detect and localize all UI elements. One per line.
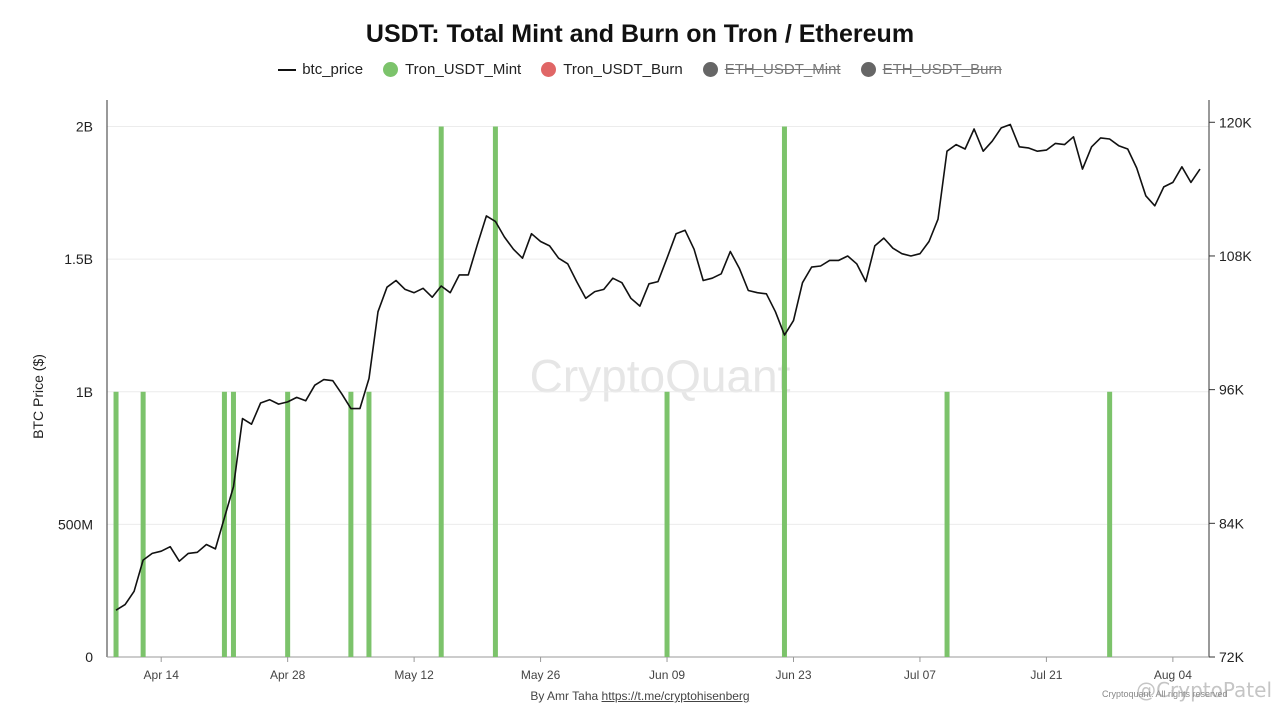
x-tick-label: Jun 09 bbox=[649, 668, 685, 682]
legend-item-btc-price[interactable]: btc_price bbox=[278, 61, 363, 78]
legend-label: ETH_USDT_Burn bbox=[882, 61, 1002, 78]
left-tick-label: 1.5B bbox=[64, 251, 93, 267]
right-tick-label: 120K bbox=[1219, 114, 1252, 130]
x-tick-label: May 12 bbox=[394, 668, 434, 682]
right-tick-label: 72K bbox=[1219, 649, 1245, 665]
right-tick-label: 96K bbox=[1219, 382, 1245, 398]
cryptoquant-watermark: CryptoQuant bbox=[530, 350, 791, 402]
mint-bar bbox=[492, 126, 498, 658]
legend-item-tron-burn[interactable]: Tron_USDT_Burn bbox=[541, 61, 683, 78]
left-tick-label: 0 bbox=[85, 649, 93, 665]
mint-bar bbox=[221, 391, 227, 657]
mint-bar bbox=[944, 391, 950, 657]
legend-item-eth-burn[interactable]: ETH_USDT_Burn bbox=[860, 61, 1002, 78]
mint-bar bbox=[438, 126, 444, 658]
credit-link[interactable]: https://t.me/cryptohisenberg bbox=[601, 689, 750, 703]
x-tick-label: Jun 23 bbox=[775, 668, 811, 682]
left-tick-label: 1B bbox=[76, 384, 93, 400]
legend-label: ETH_USDT_Mint bbox=[724, 61, 841, 78]
legend-dot-icon bbox=[860, 62, 876, 77]
mint-bar bbox=[140, 391, 146, 657]
left-tick-label: 500M bbox=[58, 516, 93, 532]
mint-bar bbox=[285, 391, 291, 657]
left-tick-label: 2B bbox=[76, 119, 93, 135]
legend-label: Tron_USDT_Mint bbox=[405, 61, 522, 78]
legend-line-icon bbox=[278, 68, 297, 71]
y-axis-label: BTC Price ($) bbox=[30, 354, 46, 439]
x-tick-label: Apr 28 bbox=[270, 668, 306, 682]
chart-legend: btc_price Tron_USDT_Mint Tron_USDT_Burn … bbox=[0, 61, 1280, 78]
legend-item-eth-mint[interactable]: ETH_USDT_Mint bbox=[702, 61, 841, 78]
mint-bar bbox=[1107, 391, 1113, 657]
credit-line: By Amr Taha https://t.me/cryptohisenberg bbox=[0, 689, 1280, 703]
legend-dot-icon bbox=[702, 62, 718, 77]
x-tick-label: Aug 04 bbox=[1154, 668, 1192, 682]
corner-watermark: @CryptoPatel bbox=[1136, 678, 1272, 702]
x-tick-label: Jul 21 bbox=[1030, 668, 1062, 682]
mint-bar bbox=[781, 126, 787, 658]
right-tick-label: 84K bbox=[1219, 515, 1245, 531]
legend-dot-icon bbox=[383, 62, 399, 77]
mint-bar bbox=[664, 391, 670, 657]
btc-price-line bbox=[115, 123, 1201, 611]
credit-author: By Amr Taha bbox=[530, 689, 599, 703]
chart-title: USDT: Total Mint and Burn on Tron / Ethe… bbox=[365, 20, 915, 48]
legend-label: Tron_USDT_Burn bbox=[563, 61, 683, 78]
mint-bar bbox=[366, 391, 372, 657]
legend-item-tron-mint[interactable]: Tron_USDT_Mint bbox=[383, 61, 521, 78]
mint-bar bbox=[230, 391, 236, 657]
legend-label: btc_price bbox=[302, 61, 364, 78]
x-tick-label: Jul 07 bbox=[904, 668, 936, 682]
legend-dot-icon bbox=[541, 62, 557, 77]
x-tick-label: May 26 bbox=[521, 668, 561, 682]
mint-bar bbox=[348, 391, 354, 657]
right-tick-label: 108K bbox=[1219, 248, 1252, 264]
mint-bar bbox=[113, 391, 119, 657]
x-tick-label: Apr 14 bbox=[144, 668, 180, 682]
copyright-mark: Cryptoquant. All rights reserved bbox=[1102, 689, 1228, 699]
